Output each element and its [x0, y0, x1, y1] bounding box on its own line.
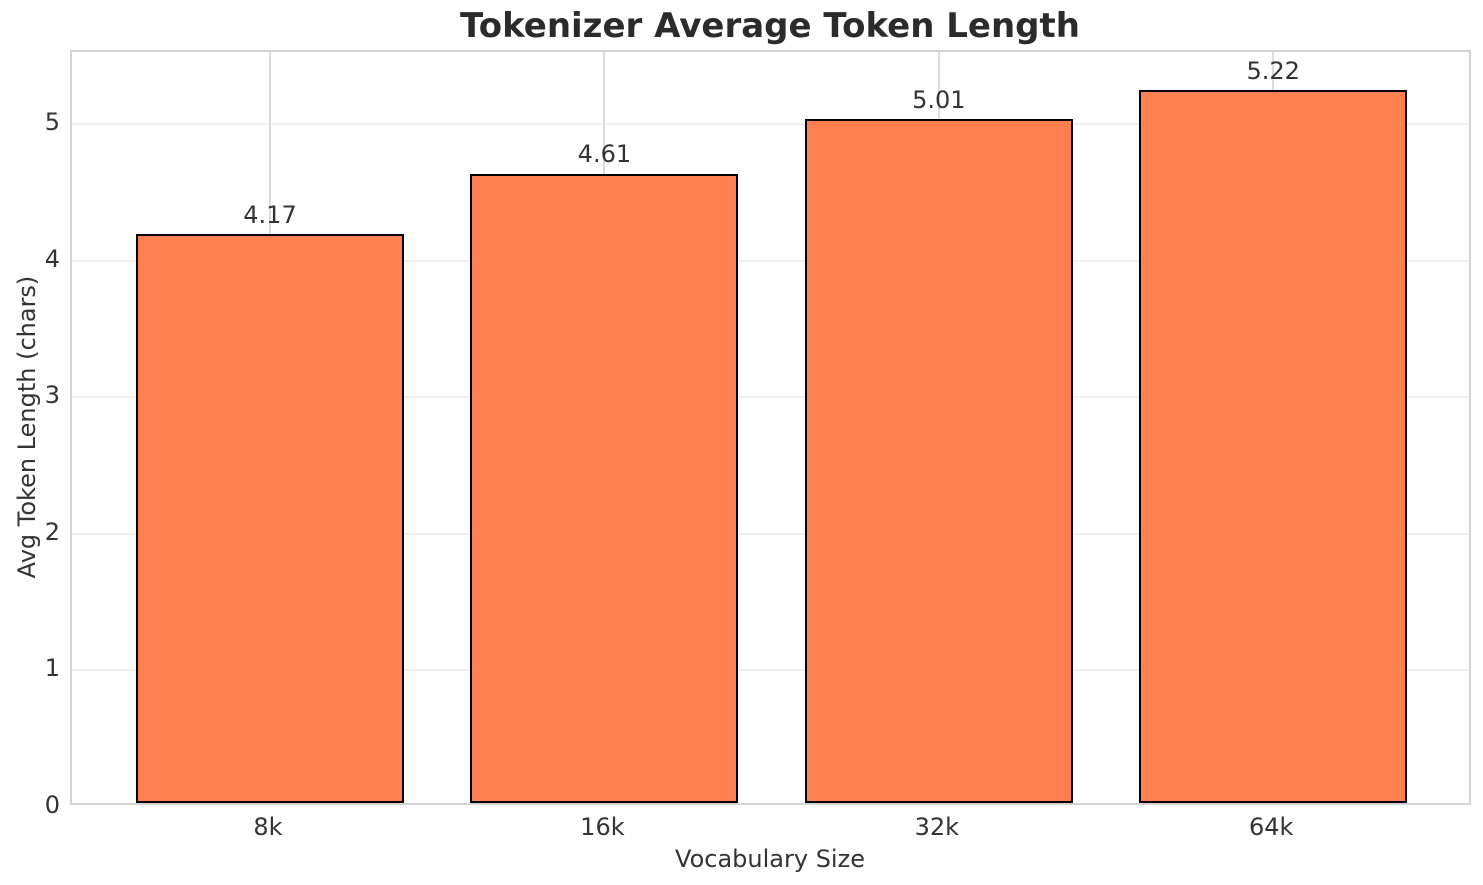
y-tick-label: 0: [44, 791, 60, 819]
bar-16k: [470, 173, 739, 803]
y-tick-label: 5: [44, 108, 60, 137]
plot-area: 4.17 4.61 5.01 5.22: [70, 50, 1471, 805]
x-tick-label: 8k: [253, 813, 283, 841]
x-tick-label: 64k: [1248, 813, 1294, 841]
bar-value-label: 5.22: [1246, 57, 1300, 86]
bar-value-label: 4.61: [577, 140, 632, 169]
bar-64k: [1139, 90, 1408, 803]
bar-value-label: 5.01: [912, 85, 966, 114]
bar-32k: [804, 119, 1073, 803]
horizontal-gridline: [72, 669, 1469, 672]
y-tick-label: 4: [44, 244, 60, 273]
bar-value-label: 4.17: [243, 200, 297, 229]
y-tick-label: 1: [44, 654, 60, 683]
horizontal-gridline: [72, 396, 1469, 399]
horizontal-gridline: [72, 532, 1469, 535]
horizontal-gridline: [72, 123, 1469, 126]
chart-title: Tokenizer Average Token Length: [460, 6, 1080, 46]
bar-8k: [136, 233, 404, 803]
y-tick-label: 3: [44, 381, 60, 410]
x-axis-label: Vocabulary Size: [675, 845, 865, 873]
x-tick-label: 32k: [914, 813, 960, 841]
x-tick-label: 16k: [580, 813, 625, 841]
horizontal-gridline: [72, 259, 1469, 262]
y-tick-label: 2: [44, 517, 60, 546]
